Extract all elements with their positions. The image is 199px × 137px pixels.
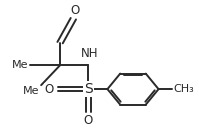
Text: CH₃: CH₃ xyxy=(174,84,194,94)
Text: O: O xyxy=(44,83,54,96)
Text: O: O xyxy=(84,114,93,127)
Text: Me: Me xyxy=(23,86,39,96)
Text: S: S xyxy=(84,82,93,96)
Text: Me: Me xyxy=(11,60,28,70)
Text: NH: NH xyxy=(81,47,98,60)
Text: O: O xyxy=(71,4,80,17)
